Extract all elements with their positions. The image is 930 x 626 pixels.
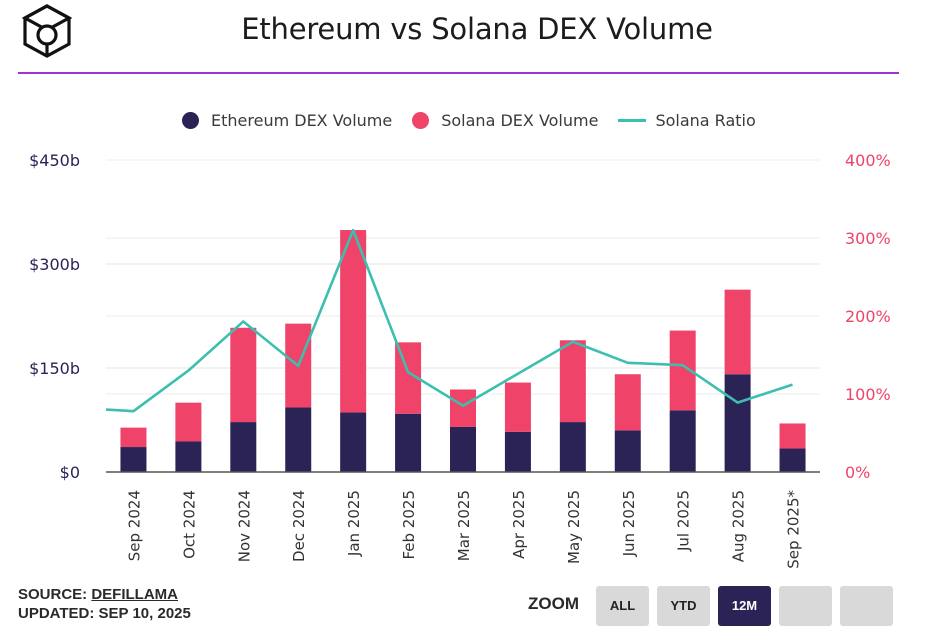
x-axis-tick: Apr 2025 xyxy=(510,490,528,559)
x-axis-tick: May 2025 xyxy=(565,490,583,564)
bar-ethereum xyxy=(504,431,531,472)
chart-legend: Ethereum DEX Volume Solana DEX Volume So… xyxy=(182,108,776,132)
zoom-extra-button-2[interactable] xyxy=(840,586,893,626)
source-prefix: SOURCE: xyxy=(18,586,92,603)
zoom-all-button[interactable]: ALL xyxy=(596,586,649,626)
zoom-label: ZOOM xyxy=(528,594,579,613)
chart-title: Ethereum vs Solana DEX Volume xyxy=(241,12,713,46)
zoom-extra-button-1[interactable] xyxy=(779,586,832,626)
bar-solana xyxy=(504,382,531,432)
left-axis-tick: $300b xyxy=(29,255,80,274)
x-axis-tick: Aug 2025 xyxy=(730,490,748,562)
legend-item-ethereum[interactable]: Ethereum DEX Volume xyxy=(182,111,392,130)
left-axis-tick: $450b xyxy=(29,151,80,170)
legend-item-ratio[interactable]: Solana Ratio xyxy=(618,110,756,130)
bar-solana xyxy=(120,427,147,448)
bar-solana xyxy=(614,374,641,431)
bar-ethereum xyxy=(175,441,202,472)
right-axis-tick: 100% xyxy=(845,385,891,404)
bar-ethereum xyxy=(724,374,751,472)
bar-solana xyxy=(450,389,476,427)
bar-solana xyxy=(559,340,586,423)
right-axis-tick: 200% xyxy=(845,307,891,326)
x-axis-tick: Mar 2025 xyxy=(455,490,473,561)
bar-ethereum xyxy=(285,407,312,472)
bar-ethereum xyxy=(669,410,696,472)
source-note: SOURCE: DEFILLAMA UPDATED: SEP 10, 2025 xyxy=(18,585,191,623)
bar-solana xyxy=(230,327,257,423)
legend-swatch-ethereum xyxy=(182,111,199,129)
x-axis-tick: Dec 2024 xyxy=(290,490,308,562)
x-axis-tick: Jan 2025 xyxy=(345,490,363,557)
x-axis-tick: Jul 2025 xyxy=(675,490,693,552)
bar-solana xyxy=(175,402,202,442)
left-axis-tick: $150b xyxy=(29,359,80,378)
x-axis-tick: Nov 2024 xyxy=(235,490,253,562)
zoom-12m-button[interactable]: 12M xyxy=(718,586,771,626)
bar-ethereum xyxy=(230,422,257,472)
dex-volume-chart: $0 $150b $300b $450b 0% 100% 200% 300% 400% Sep 2… xyxy=(29,151,891,569)
x-axis-tick: Sep 2025* xyxy=(785,490,803,569)
title-divider xyxy=(18,72,899,74)
legend-label-ethereum: Ethereum DEX Volume xyxy=(211,110,393,130)
legend-item-solana[interactable]: Solana DEX Volume xyxy=(412,111,598,130)
legend-swatch-ratio xyxy=(618,118,647,122)
series-line-solana-ratio xyxy=(105,228,793,413)
bar-ethereum xyxy=(779,448,806,472)
bar-ethereum xyxy=(340,412,367,472)
right-axis-tick: 300% xyxy=(845,229,891,248)
zoom-ytd-button[interactable]: YTD xyxy=(657,586,710,626)
bar-solana xyxy=(779,423,806,449)
cube-logo xyxy=(21,4,73,58)
left-axis-tick: $0 xyxy=(60,463,80,482)
legend-label-ratio: Solana Ratio xyxy=(655,110,756,130)
x-axis-tick: Feb 2025 xyxy=(400,490,418,560)
x-axis-tick: Sep 2024 xyxy=(125,490,143,561)
bar-solana xyxy=(340,230,367,413)
bar-ethereum xyxy=(120,447,147,472)
bar-ethereum xyxy=(614,430,641,472)
bar-ethereum xyxy=(395,413,422,472)
x-axis-tick: Jun 2025 xyxy=(620,490,638,557)
right-axis-tick: 400% xyxy=(845,151,891,170)
bar-ethereum xyxy=(559,422,586,472)
legend-swatch-solana xyxy=(412,111,430,129)
x-axis-tick: Oct 2024 xyxy=(180,490,198,559)
updated-date: UPDATED: SEP 10, 2025 xyxy=(18,605,191,622)
bar-ethereum xyxy=(450,426,476,472)
right-axis-tick: 0% xyxy=(845,463,870,482)
legend-label-solana: Solana DEX Volume xyxy=(441,110,599,130)
bar-solana xyxy=(724,289,751,375)
source-link[interactable]: DEFILLAMA xyxy=(91,586,178,603)
